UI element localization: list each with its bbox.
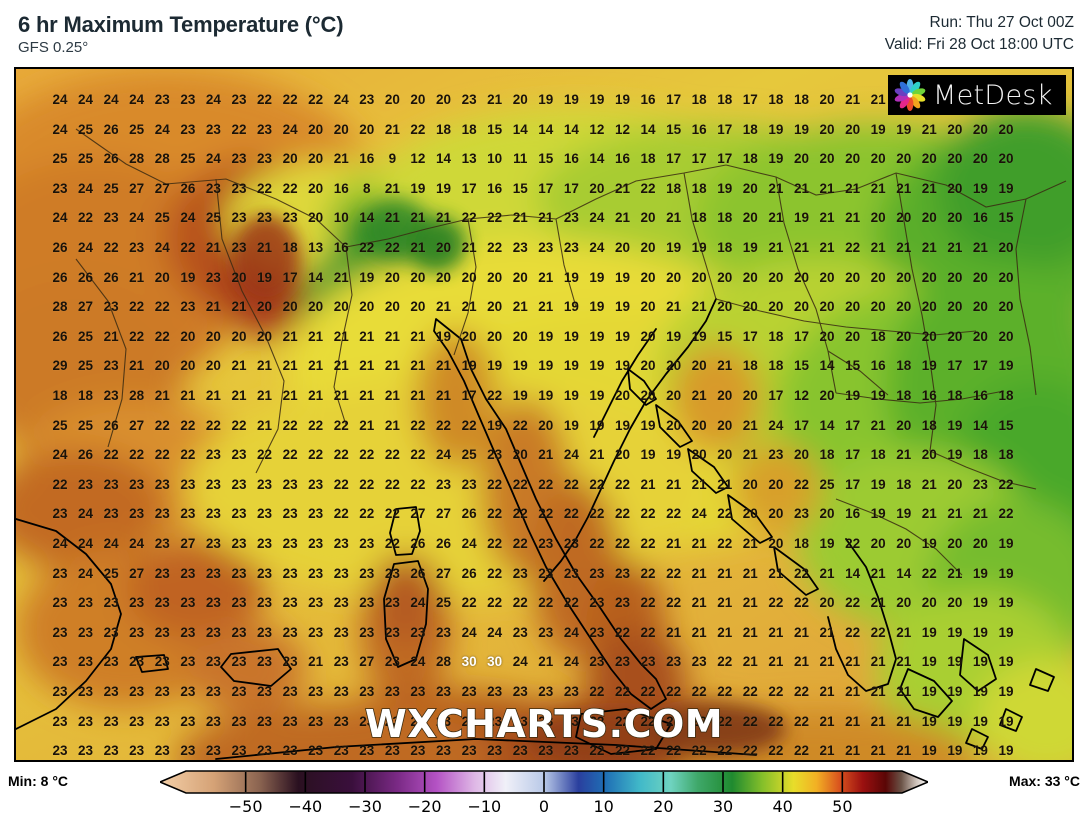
metdesk-logo: MetDesk [888, 75, 1066, 115]
colorbar-tick-label: 0 [538, 797, 550, 816]
colorbar-min-label: Min: 8 °C [8, 773, 69, 789]
valid-time-label: Valid: Fri 28 Oct 18:00 UTC [884, 36, 1074, 53]
colorbar-tick-label: −50 [228, 797, 263, 816]
temperature-field-canvas [16, 69, 1072, 760]
map-frame[interactable]: 24 24 24 24 23 23 24 23 22 22 22 24 23 20 20 20 23 21 20 19… [14, 67, 1074, 762]
page-header: 6 hr Maximum Temperature (°C) GFS 0.25° … [0, 0, 1088, 67]
wxcharts-watermark: WXCHARTS.COM [364, 701, 724, 747]
page-title: 6 hr Maximum Temperature (°C) [18, 12, 344, 37]
colorbar-tick-label: 30 [712, 797, 734, 816]
colorbar-tick-label: 20 [653, 797, 674, 816]
colorbar-tick-label: −30 [348, 797, 382, 816]
colorbar-tick-labels: −50 −40 −30 −20 −10 0 10 20 30 40 50 [160, 797, 928, 821]
metdesk-pinwheel-icon [894, 79, 926, 111]
colorbar: Min: 8 °C Max: 33 °C −50 −40 −30 −20 −10 0 10 2… [0, 764, 1088, 833]
colorbar-tick-label: −20 [407, 797, 442, 816]
colorbar-gradient [160, 769, 928, 795]
colorbar-tick-label: 40 [772, 797, 793, 816]
model-subtitle: GFS 0.25° [18, 39, 89, 56]
model-run-label: Run: Thu 27 Oct 00Z [929, 14, 1074, 31]
colorbar-tick-label: −40 [288, 797, 323, 816]
colorbar-tick-label: 10 [593, 797, 614, 816]
metdesk-logo-text: MetDesk [933, 79, 1053, 111]
colorbar-tick-label: 50 [832, 797, 853, 816]
colorbar-tick-label: −10 [467, 797, 502, 816]
colorbar-max-label: Max: 33 °C [1009, 773, 1080, 789]
